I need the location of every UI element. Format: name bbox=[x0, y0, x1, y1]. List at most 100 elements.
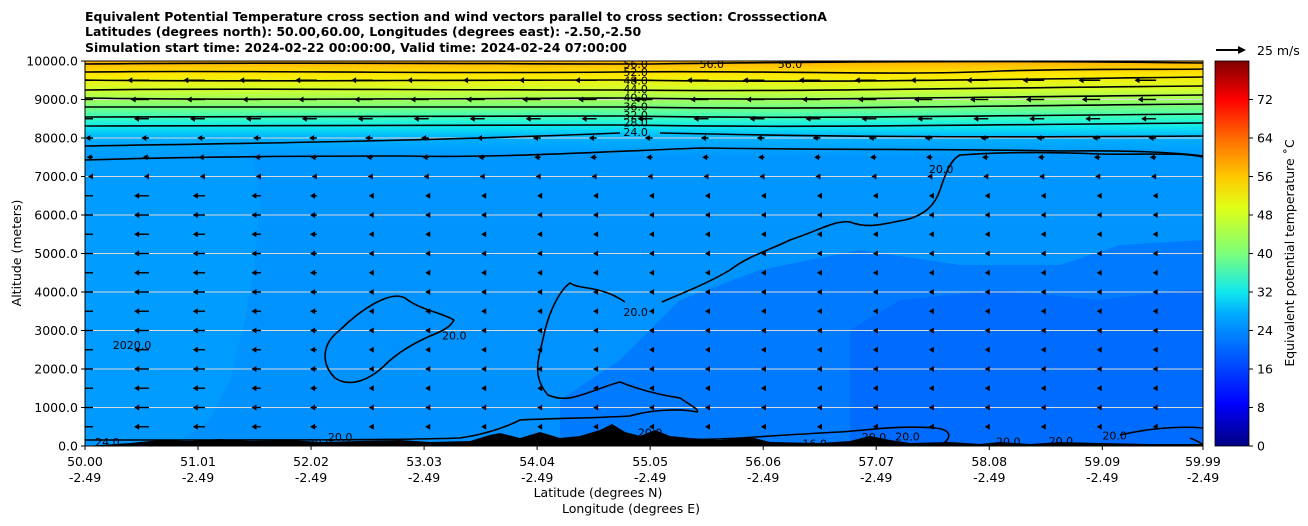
wind-vector bbox=[1096, 192, 1102, 199]
contour-label: 2020.0 bbox=[113, 339, 152, 352]
wind-vector bbox=[760, 366, 766, 372]
wind-vector bbox=[1040, 289, 1046, 295]
wind-vector bbox=[1040, 269, 1046, 276]
colorbar-tick-label: 8 bbox=[1257, 400, 1265, 415]
wind-vector bbox=[1040, 346, 1046, 353]
wind-vector bbox=[189, 115, 205, 122]
x-tick-label-lon: -2.49 bbox=[69, 470, 101, 485]
wind-vector bbox=[926, 154, 933, 161]
contour-label: 56.0 bbox=[778, 58, 803, 71]
wind-vector bbox=[574, 77, 597, 84]
wind-vector bbox=[255, 173, 261, 180]
wind-vector bbox=[532, 135, 541, 141]
wind-vector bbox=[593, 231, 599, 238]
wind-vector bbox=[481, 366, 487, 372]
wind-vector bbox=[815, 173, 821, 180]
wind-vector bbox=[984, 423, 990, 430]
wind-vector bbox=[984, 231, 990, 238]
wind-vector bbox=[705, 192, 711, 199]
wind-vectors bbox=[85, 77, 1158, 430]
gridlines bbox=[85, 99, 1203, 408]
wind-vector bbox=[705, 346, 711, 353]
wind-vector bbox=[481, 404, 487, 411]
wind-vector bbox=[1152, 269, 1158, 276]
wind-vector bbox=[816, 423, 822, 430]
colorbar-tick-label: 64 bbox=[1257, 131, 1273, 146]
wind-vector bbox=[1029, 115, 1045, 122]
wind-vector bbox=[310, 154, 317, 161]
wind-vector bbox=[872, 308, 878, 315]
wind-vector bbox=[537, 366, 543, 372]
wind-vector bbox=[872, 289, 878, 295]
wind-vector bbox=[298, 96, 317, 103]
wind-vector bbox=[368, 192, 374, 199]
wind-vector bbox=[133, 115, 149, 122]
wind-vector bbox=[1137, 96, 1157, 103]
wind-key-label: 25 m/s bbox=[1257, 43, 1300, 58]
contour-labels: 56.052.048.044.040.036.032.028.024.056.0… bbox=[95, 58, 1127, 450]
wind-vector bbox=[1081, 96, 1101, 103]
colorbar-tick-label: 24 bbox=[1257, 323, 1273, 338]
contour-label: 20.0 bbox=[895, 430, 920, 443]
wind-vector bbox=[537, 327, 543, 334]
wind-vector bbox=[88, 173, 93, 180]
wind-key: 25 m/s bbox=[1216, 43, 1300, 58]
wind-vector bbox=[425, 250, 431, 257]
wind-vector bbox=[816, 308, 822, 315]
wind-vector bbox=[593, 385, 599, 392]
title: Equivalent Potential Temperature cross s… bbox=[85, 9, 827, 55]
wind-vector bbox=[365, 135, 373, 141]
wind-vector bbox=[1040, 366, 1046, 372]
wind-vector bbox=[251, 423, 261, 430]
wind-vector bbox=[251, 385, 261, 392]
wind-vector bbox=[798, 77, 821, 84]
wind-vector bbox=[1152, 423, 1158, 430]
wind-vector bbox=[192, 231, 205, 238]
wind-vector bbox=[705, 250, 711, 257]
wind-vector bbox=[814, 154, 821, 161]
wind-vector bbox=[686, 77, 709, 84]
wind-vector bbox=[537, 231, 543, 238]
wind-vector bbox=[984, 346, 990, 353]
wind-vector bbox=[649, 192, 655, 199]
wind-vector bbox=[630, 77, 653, 84]
wind-vector bbox=[537, 289, 543, 295]
wind-vector bbox=[760, 250, 766, 257]
wind-vector bbox=[134, 269, 149, 276]
wind-vector bbox=[749, 115, 765, 122]
wind-vector bbox=[593, 327, 599, 334]
wind-vector bbox=[425, 404, 431, 411]
wind-vector bbox=[872, 404, 878, 411]
contour-label: 20.0 bbox=[308, 437, 333, 450]
wind-vector bbox=[705, 423, 711, 430]
wind-vector bbox=[984, 366, 990, 372]
title-line-3: Simulation start time: 2024-02-22 00:00:… bbox=[85, 40, 627, 55]
wind-vector bbox=[368, 423, 374, 430]
wind-vector bbox=[481, 327, 487, 334]
colorbar-tick-label: 40 bbox=[1257, 246, 1273, 261]
contour-label: 52.0 bbox=[623, 66, 648, 79]
contour-label: 28.0 bbox=[623, 117, 648, 130]
wind-vector bbox=[917, 115, 933, 122]
wind-vector bbox=[593, 366, 599, 372]
wind-vector bbox=[690, 96, 709, 103]
wind-vector bbox=[649, 366, 655, 372]
wind-vector bbox=[186, 96, 205, 103]
wind-vector bbox=[254, 154, 261, 161]
wind-vector bbox=[134, 346, 149, 353]
wind-vector bbox=[924, 135, 933, 141]
wind-vector bbox=[85, 135, 93, 141]
wind-vector bbox=[816, 404, 822, 411]
y-tick-label: 1000.0 bbox=[34, 400, 78, 415]
wind-vector bbox=[481, 423, 487, 430]
y-tick-label: 4000.0 bbox=[34, 285, 78, 300]
wind-vector bbox=[872, 366, 878, 372]
wind-vector bbox=[872, 269, 878, 276]
wind-vector bbox=[85, 349, 93, 351]
contour-label: 56.0 bbox=[699, 58, 724, 71]
wind-vector bbox=[1152, 346, 1158, 353]
wind-vector bbox=[746, 96, 765, 103]
wind-vector bbox=[649, 250, 655, 257]
wind-vector bbox=[422, 154, 429, 161]
